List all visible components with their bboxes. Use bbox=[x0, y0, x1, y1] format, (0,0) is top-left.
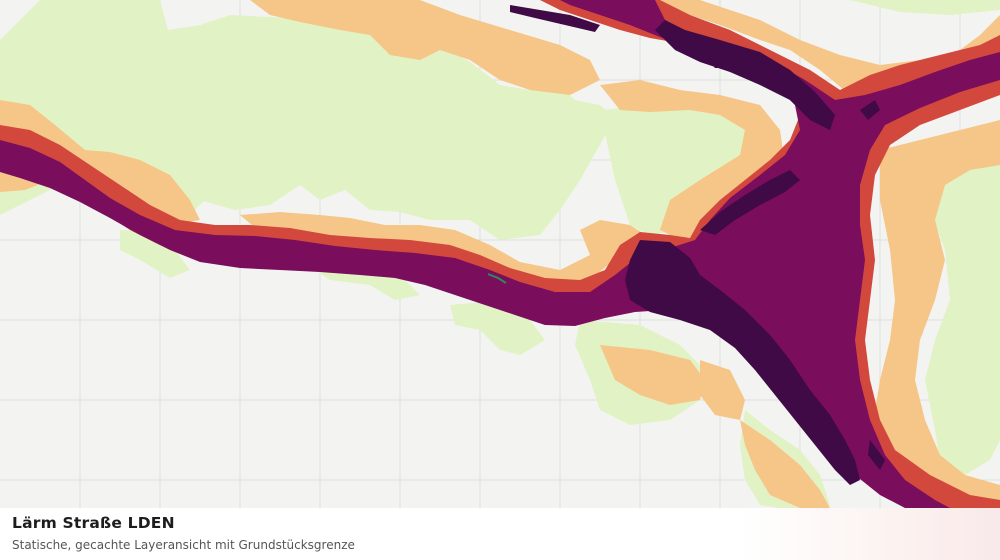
noise-map[interactable] bbox=[0, 0, 1000, 508]
map-subtitle: Statische, gecachte Layeransicht mit Gru… bbox=[12, 538, 355, 552]
noise-band-70-75 bbox=[0, 0, 1000, 508]
parcel-boundary bbox=[487, 273, 507, 284]
map-title: Lärm Straße LDEN bbox=[12, 514, 175, 532]
noise-map-canvas[interactable] bbox=[0, 0, 1000, 508]
map-caption: Lärm Straße LDEN Statische, gecachte Lay… bbox=[0, 508, 1000, 560]
noise-band-75-plus bbox=[510, 5, 885, 485]
